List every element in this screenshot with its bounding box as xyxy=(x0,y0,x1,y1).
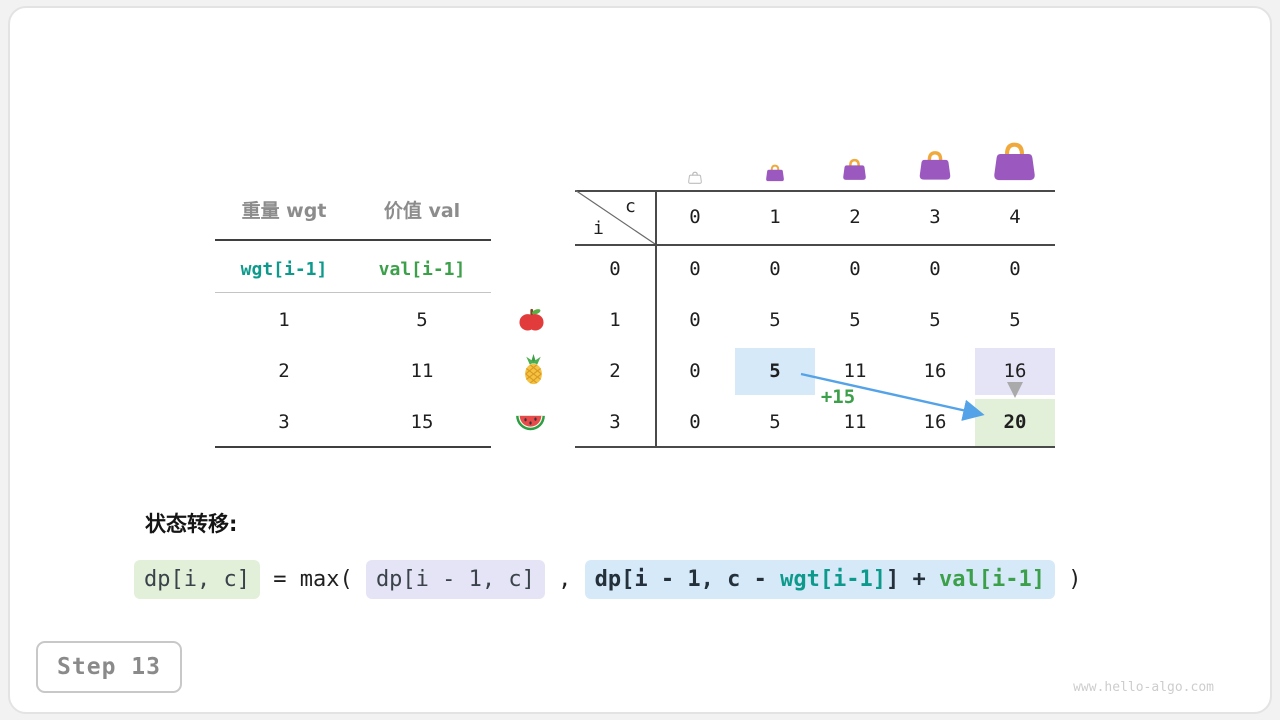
dp-cell-r0-c3: 0 xyxy=(929,258,941,280)
chip-dp-current: dp[i, c] xyxy=(134,560,260,599)
dp-rule-top xyxy=(575,190,1055,192)
dp-table: c i 0 1 2 3 4 0 1 2 3 0 0 0 0 0 0 5 5 5 … xyxy=(575,190,1055,448)
dp-cell-r3-c2: 11 xyxy=(843,411,867,433)
dp-cell-r0-c2: 0 xyxy=(849,258,861,280)
dp-rule-header xyxy=(575,244,1055,246)
dp-cell-r3-c4: 20 xyxy=(1003,411,1027,433)
dp-col-header-4: 4 xyxy=(1009,206,1021,228)
empty-bag-icon xyxy=(688,169,702,188)
val-formula-label: val[i-1] xyxy=(378,259,466,280)
dp-cell-r1-c0: 0 xyxy=(689,309,701,331)
dp-row-header-2: 2 xyxy=(609,360,621,382)
dp-cell-r1-c1: 5 xyxy=(769,309,781,331)
dp-row-header-1: 1 xyxy=(609,309,621,331)
corner-diagonal xyxy=(575,190,655,244)
bag-capacity-1-icon xyxy=(765,164,785,186)
items-table: 重量 wgt 价值 val wgt[i-1] val[i-1] 1 5 2 11… xyxy=(215,195,491,450)
corner-col-label: c xyxy=(625,196,636,217)
dp-cell-r0-c1: 0 xyxy=(769,258,781,280)
dp-rule-bottom xyxy=(575,446,1055,448)
take-mid: ] + xyxy=(886,567,940,592)
dp-row-header-3: 3 xyxy=(609,411,621,433)
dp-cell-r3-c1: 5 xyxy=(769,411,781,433)
watermark: www.hello-algo.com xyxy=(1073,680,1214,695)
wgt-formula-label: wgt[i-1] xyxy=(240,259,328,280)
step-label: Step 13 xyxy=(57,654,161,680)
take-prefix: dp[i - 1, c - xyxy=(594,567,781,592)
item2-weight: 2 xyxy=(278,360,290,382)
item1-value: 5 xyxy=(416,309,428,331)
item3-weight: 3 xyxy=(278,411,290,433)
dp-row-header-0: 0 xyxy=(609,258,621,280)
dp-cell-r3-c3: 16 xyxy=(923,411,947,433)
dp-cell-r0-c0: 0 xyxy=(689,258,701,280)
dp-cell-r2-c0: 0 xyxy=(689,360,701,382)
formula-close-paren: ) xyxy=(1055,567,1082,592)
corner-row-label: i xyxy=(593,218,604,239)
bag-capacity-3-icon xyxy=(918,150,952,185)
chip-dp-take: dp[i - 1, c - wgt[i-1]] + val[i-1] xyxy=(584,560,1055,599)
dp-cell-r2-c3: 16 xyxy=(923,360,947,382)
apple-icon xyxy=(518,306,545,337)
take-wgt-term: wgt[i-1] xyxy=(780,567,887,592)
dp-rule-vertical xyxy=(655,190,657,448)
item2-value: 11 xyxy=(410,360,434,382)
table-rule-top xyxy=(215,239,491,241)
dp-col-header-1: 1 xyxy=(769,206,781,228)
dp-cell-r0-c4: 0 xyxy=(1009,258,1021,280)
transition-formula: dp[i, c] = max( dp[i - 1, c] , dp[i - 1,… xyxy=(134,560,1082,599)
item1-weight: 1 xyxy=(278,309,290,331)
table-rule-bottom xyxy=(215,446,491,448)
dp-cell-r3-c0: 0 xyxy=(689,411,701,433)
dp-cell-r1-c4: 5 xyxy=(1009,309,1021,331)
formula-equals-max: = max( xyxy=(259,567,366,592)
dp-col-header-3: 3 xyxy=(929,206,941,228)
dp-cell-r2-c1: 5 xyxy=(769,360,781,382)
item3-value: 15 xyxy=(410,411,434,433)
table-rule-mid xyxy=(215,292,491,293)
watermelon-icon xyxy=(515,410,546,439)
dp-cell-r1-c2: 5 xyxy=(849,309,861,331)
dp-cell-r1-c3: 5 xyxy=(929,309,941,331)
dp-col-header-0: 0 xyxy=(689,206,701,228)
dp-col-header-2: 2 xyxy=(849,206,861,228)
transition-section-label: 状态转移: xyxy=(145,512,238,536)
value-column-header: 价值 val xyxy=(383,200,461,222)
formula-comma: , xyxy=(544,567,585,592)
highlight-result-cell xyxy=(975,399,1055,446)
bag-capacity-4-icon xyxy=(992,141,1037,186)
take-val-term: val[i-1] xyxy=(939,567,1045,592)
chip-dp-keep: dp[i - 1, c] xyxy=(365,560,545,599)
step-badge: Step 13 xyxy=(36,641,182,693)
bag-capacity-2-icon xyxy=(842,158,867,185)
weight-column-header: 重量 wgt xyxy=(241,200,327,222)
plus-value-annotation: +15 xyxy=(820,386,856,408)
pineapple-icon xyxy=(520,354,547,389)
dp-cell-r2-c4: 16 xyxy=(1003,360,1027,382)
